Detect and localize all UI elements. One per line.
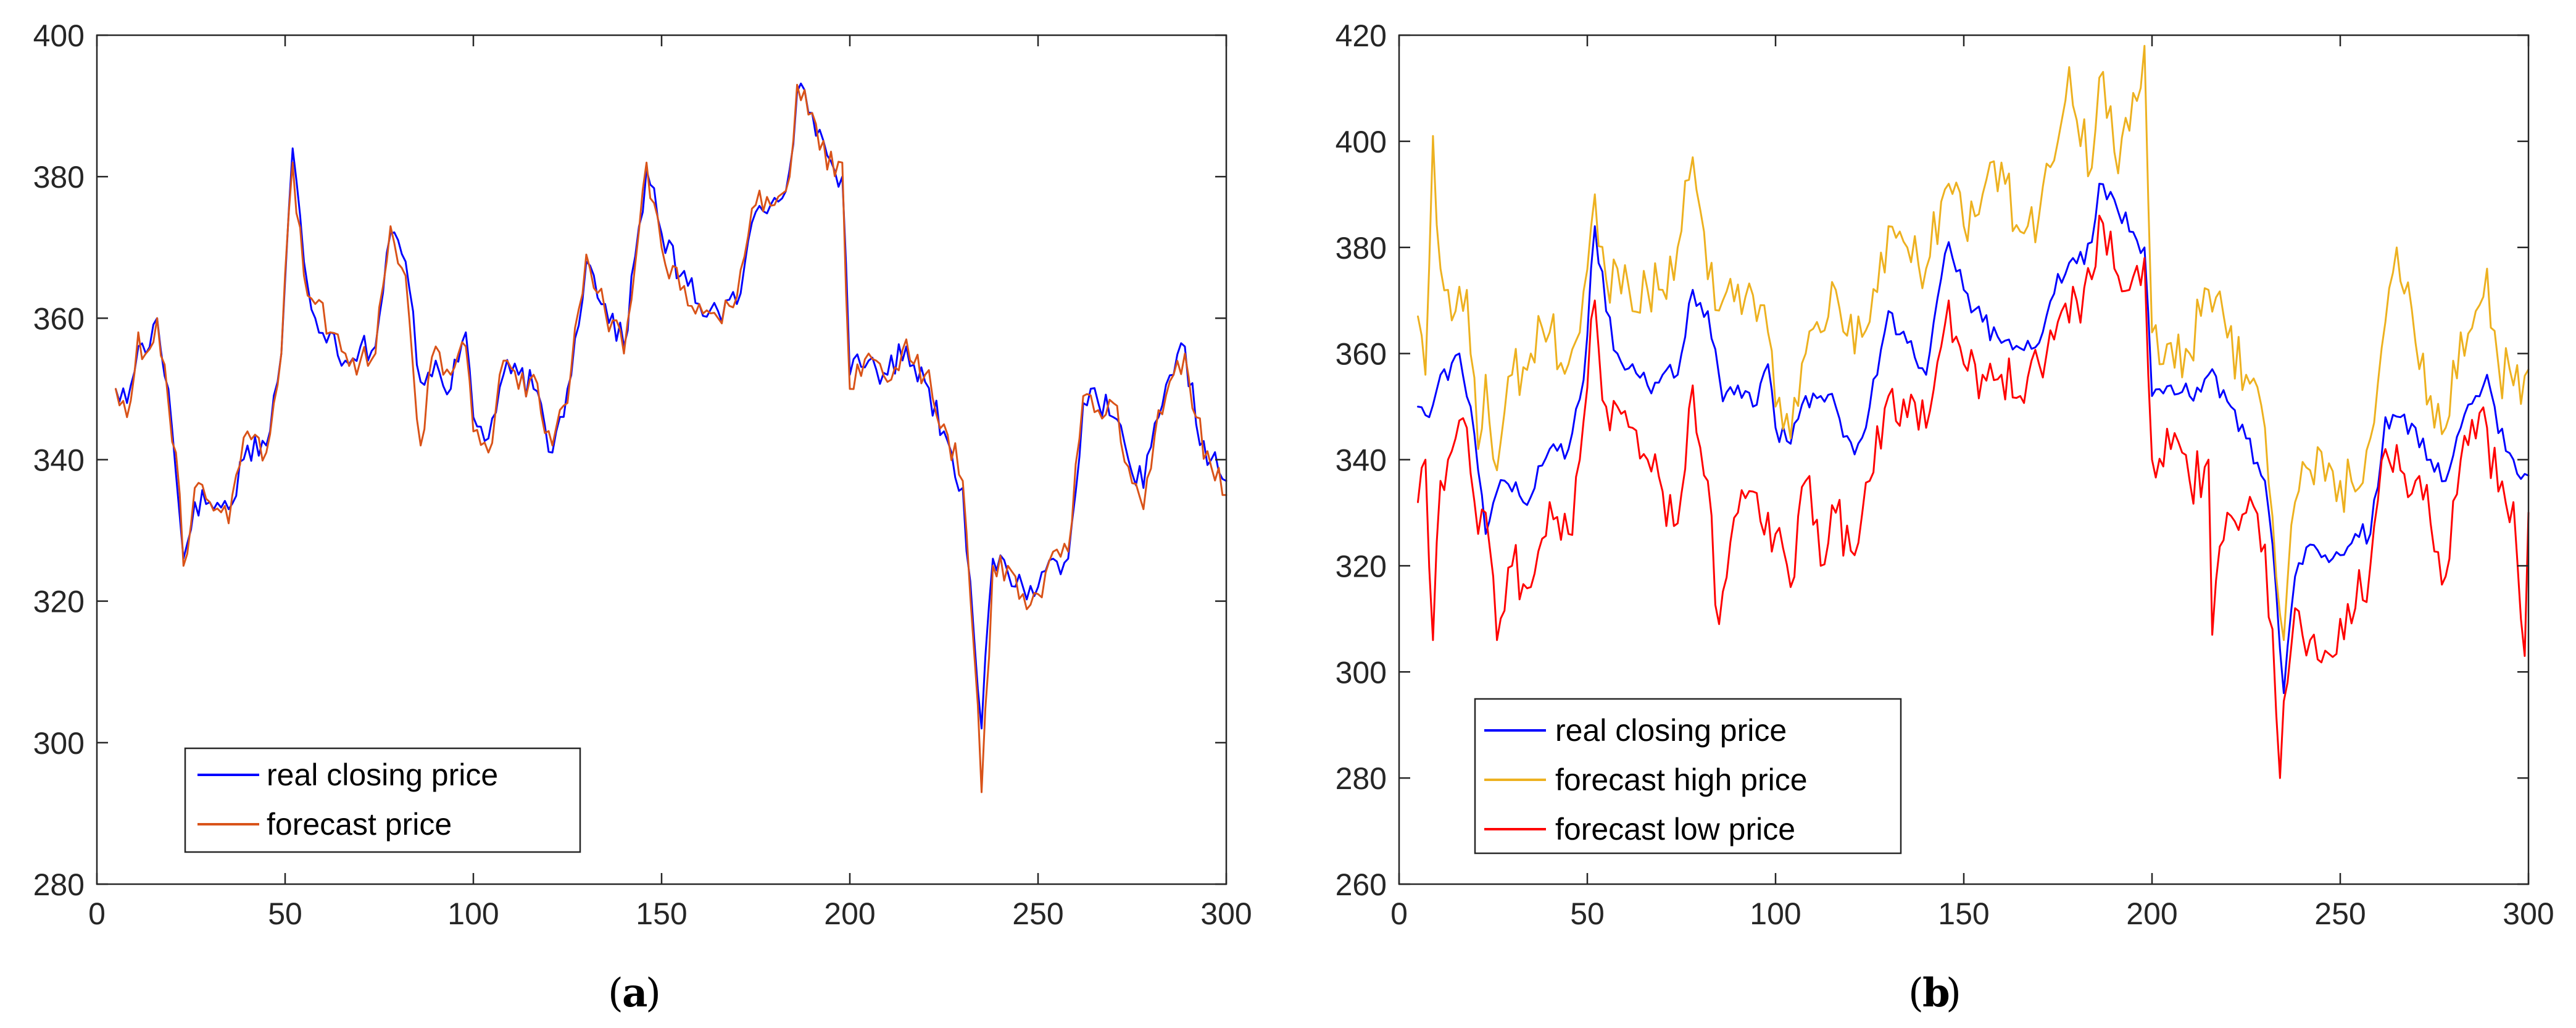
y-tick-label-b-280: 280 (1336, 761, 1387, 796)
series-line-a-forecast-price (115, 83, 1228, 793)
x-tick-label-a-50: 50 (268, 896, 302, 931)
y-tick-label-a-360: 360 (33, 301, 85, 336)
legend-box-b (1474, 698, 1902, 855)
series-line-b-forecast-high-price (1417, 44, 2530, 641)
x-tick-label-b-100: 100 (1750, 896, 1801, 931)
caption-open-paren-a: ( (608, 971, 623, 1016)
x-tick-label-a-200: 200 (824, 896, 875, 931)
x-tick-label-a-300: 300 (1200, 896, 1252, 931)
y-tick-label-a-300: 300 (33, 726, 85, 761)
y-tick-label-b-360: 360 (1336, 337, 1387, 372)
x-tick-label-b-200: 200 (2126, 896, 2177, 931)
x-tick-label-b-300: 300 (2503, 896, 2554, 931)
x-tick-label-a-0: 0 (88, 896, 106, 931)
y-tick-label-a-340: 340 (33, 443, 85, 478)
caption-letter-b: b (1922, 970, 1950, 1016)
caption-open-paren-b: ( (1908, 971, 1924, 1016)
legend-a: real closing price forecast price (184, 747, 581, 853)
series-line-b-real-closing-price (1417, 183, 2530, 695)
x-tick-label-a-150: 150 (636, 896, 687, 931)
x-tick-label-b-250: 250 (2314, 896, 2366, 931)
legend-label-b-0: real closing price (1555, 713, 1787, 748)
caption-b: ( b ) (1908, 970, 1961, 1016)
series-line-b-forecast-low-price (1417, 214, 2530, 779)
ticks-group-a: 0 50 100 150 200 250 300 280 300 320 340 360 380 400 (33, 19, 1252, 931)
series-line-a-real-closing-price (115, 82, 1228, 730)
y-tick-label-b-260: 260 (1336, 867, 1387, 902)
y-tick-label-a-400: 400 (33, 19, 85, 53)
y-tick-label-b-320: 320 (1336, 549, 1387, 583)
ticks-group-b: 0 50 100 150 200 250 300 260 280 300 320 340 360 380 4… (1336, 19, 2554, 931)
caption-letter-a: a (622, 970, 647, 1016)
legend-label-a-1: forecast price (267, 807, 452, 842)
y-tick-label-b-420: 420 (1336, 19, 1387, 53)
caption-close-paren-a: ) (646, 971, 661, 1016)
legend-label-b-1: forecast high price (1555, 763, 1808, 797)
x-tick-label-b-0: 0 (1390, 896, 1408, 931)
caption-a: ( a ) (608, 970, 661, 1016)
caption-close-paren-b: ) (1946, 971, 1961, 1016)
y-tick-label-a-380: 380 (33, 160, 85, 194)
series-group-a (115, 82, 1228, 793)
x-tick-label-a-100: 100 (447, 896, 499, 931)
y-tick-label-b-380: 380 (1336, 231, 1387, 265)
x-tick-label-b-50: 50 (1570, 896, 1605, 931)
legend-b: real closing price forecast high price f… (1474, 698, 1902, 855)
legend-label-b-2: forecast low price (1555, 812, 1795, 846)
x-tick-label-a-250: 250 (1012, 896, 1063, 931)
legend-label-a-0: real closing price (267, 758, 498, 792)
y-tick-label-b-340: 340 (1336, 443, 1387, 478)
y-tick-label-a-280: 280 (33, 867, 85, 902)
series-group-b (1417, 44, 2530, 779)
y-tick-label-b-300: 300 (1336, 655, 1387, 690)
plot-area-a (97, 35, 1226, 884)
chart-panel-b: 0 50 100 150 200 250 300 260 280 300 320 340 360 380 4… (1336, 19, 2554, 1016)
x-tick-label-b-150: 150 (1938, 896, 1989, 931)
chart-panel-a: 0 50 100 150 200 250 300280300320340360380400 … (33, 19, 1252, 1016)
legend-box-a (184, 747, 581, 853)
y-tick-label-a-320: 320 (33, 585, 85, 619)
y-tick-label-b-400: 400 (1336, 125, 1387, 159)
